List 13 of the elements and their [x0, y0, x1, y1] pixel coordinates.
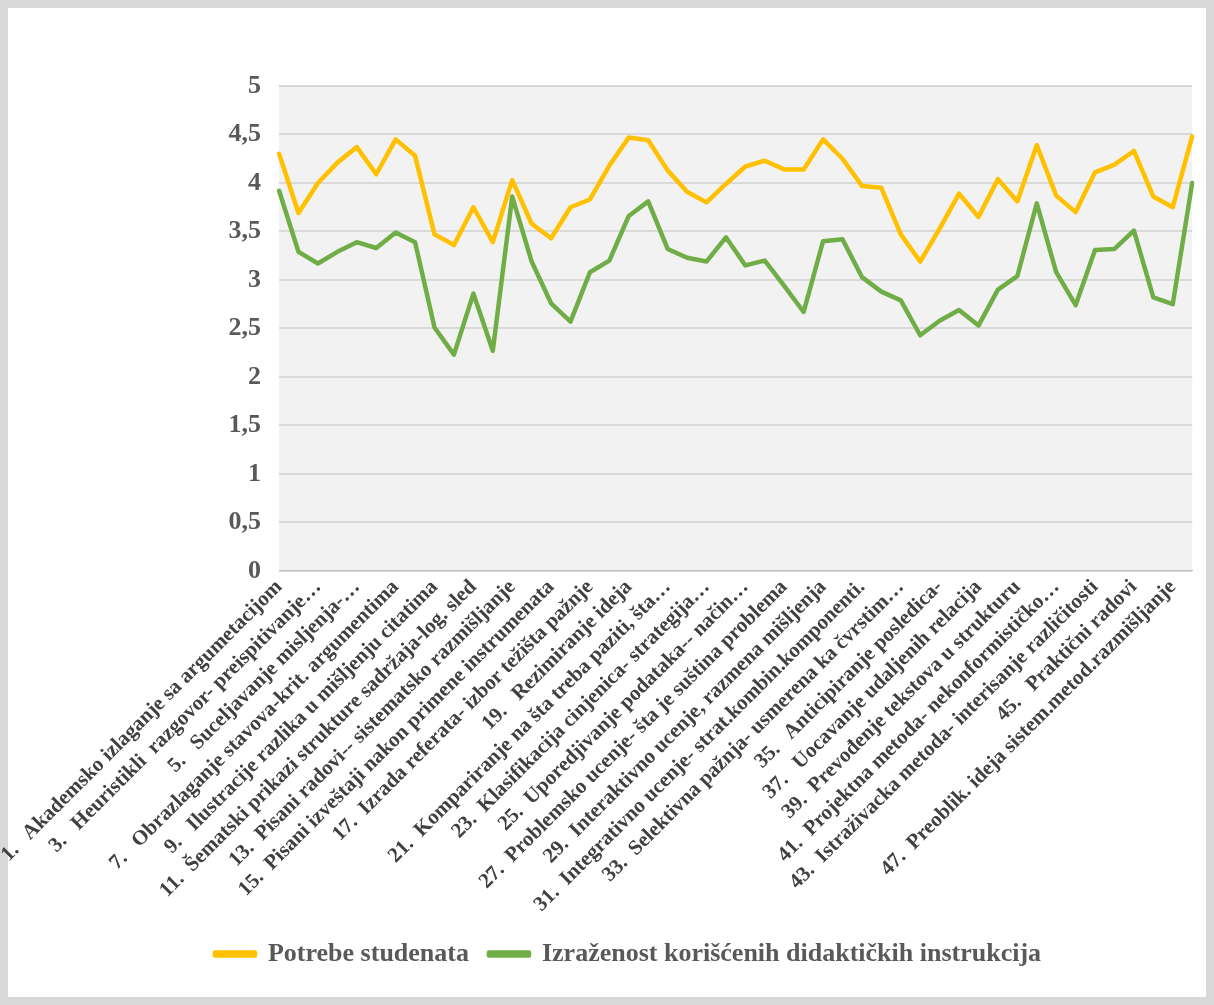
y-tick-label: 3: [248, 263, 262, 293]
y-tick-label: 1: [248, 457, 262, 487]
y-tick-label: 0: [248, 554, 262, 584]
y-tick-label: 4: [248, 166, 262, 196]
y-tick-label: 0,5: [228, 506, 262, 536]
y-tick-label: 5: [248, 69, 262, 99]
legend-label: Potrebe studenata: [267, 937, 469, 967]
y-tick-label: 3,5: [228, 215, 262, 245]
legend-label: Izraženost korišćenih didaktičkih instrukcija: [541, 937, 1042, 967]
y-tick-label: 4,5: [228, 118, 262, 148]
y-tick-label: 2,5: [228, 312, 262, 342]
y-tick-label: 2: [248, 360, 262, 390]
y-tick-label: 1,5: [228, 409, 262, 439]
